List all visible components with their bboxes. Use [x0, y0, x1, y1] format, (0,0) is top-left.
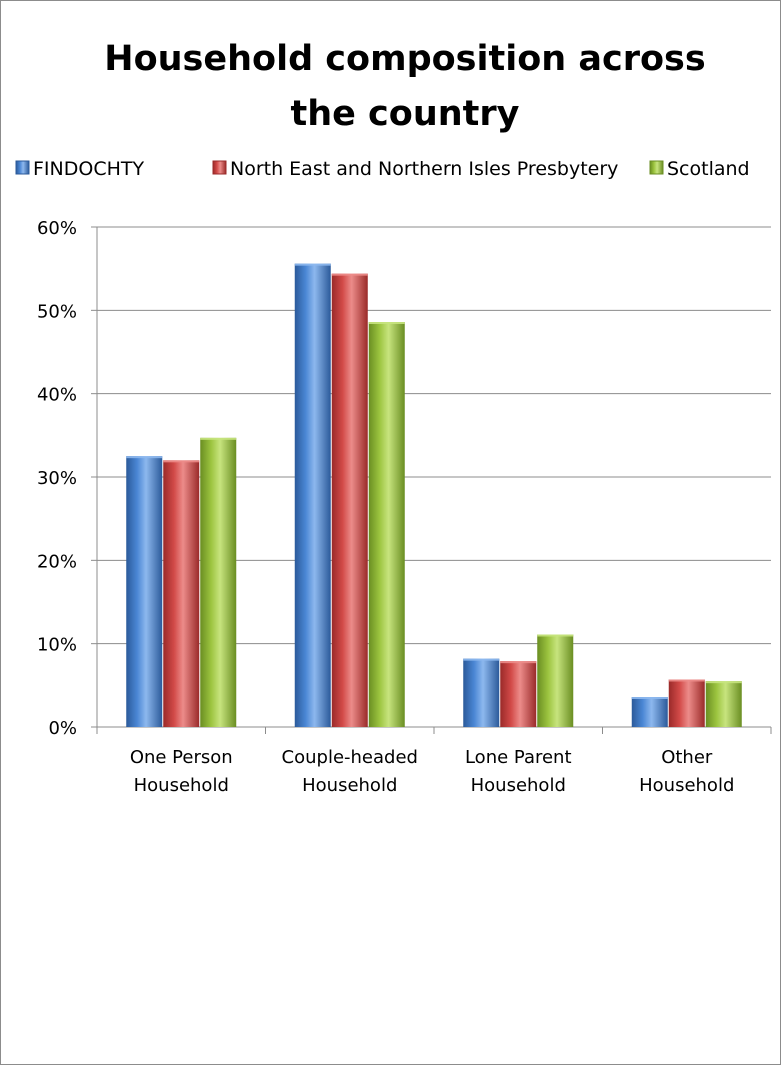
y-tick-label: 30% — [37, 468, 77, 489]
legend-label: Scotland — [667, 158, 750, 180]
legend-swatch — [15, 160, 30, 175]
y-tick-label: 60% — [37, 218, 77, 239]
bar — [163, 460, 200, 727]
y-tick-label: 0% — [48, 718, 77, 739]
bar — [631, 697, 668, 727]
legend-label: FINDOCHTY — [33, 158, 144, 180]
legend: FINDOCHTY North East and Northern Isles P… — [15, 158, 750, 180]
bar-highlight — [631, 697, 668, 699]
x-category-label: Couple-headed — [282, 747, 418, 768]
y-tick-label: 50% — [37, 301, 77, 322]
bar-highlight — [200, 437, 237, 440]
y-tick-label: 10% — [37, 635, 77, 656]
bar-highlight — [668, 679, 705, 682]
bar-highlight — [500, 661, 537, 664]
y-tick-label: 40% — [37, 385, 77, 406]
bar — [537, 634, 574, 727]
x-category-label: Household — [471, 775, 566, 796]
y-tick-label: 20% — [37, 551, 77, 572]
bar-highlight — [331, 273, 368, 276]
bars — [126, 263, 742, 727]
bar — [668, 679, 705, 727]
x-category-labels: One Person Household Couple-headed Househol… — [130, 747, 735, 796]
x-category-label: One Person — [130, 747, 233, 768]
bar-highlight — [705, 681, 742, 684]
chart-title: Household composition across the country — [104, 39, 705, 134]
bar — [463, 658, 500, 727]
bar-highlight — [126, 456, 163, 459]
x-category-label: Lone Parent — [465, 747, 572, 768]
bar-highlight — [463, 658, 500, 661]
bar-highlight — [163, 460, 200, 463]
bar — [200, 437, 237, 727]
chart-title-line-2: the country — [290, 94, 519, 134]
legend-label: North East and Northern Isles Presbytery — [230, 158, 618, 180]
bar-highlight — [537, 634, 574, 637]
x-category-label: Household — [302, 775, 397, 796]
y-tick-labels: 0% 10% 20% 30% 40% 50% 60% — [37, 218, 77, 739]
bar — [705, 681, 742, 727]
bar-highlight — [368, 322, 405, 324]
x-category-label: Other — [661, 747, 713, 768]
chart-title-line-1: Household composition across — [104, 39, 705, 79]
legend-swatch — [649, 160, 664, 175]
legend-swatch — [212, 160, 227, 175]
bar — [126, 456, 163, 727]
x-category-label: Household — [639, 775, 734, 796]
bar — [368, 322, 405, 727]
bar — [294, 263, 331, 727]
bar — [331, 273, 368, 727]
bar — [500, 661, 537, 727]
bar-highlight — [294, 263, 331, 266]
x-category-label: Household — [134, 775, 229, 796]
